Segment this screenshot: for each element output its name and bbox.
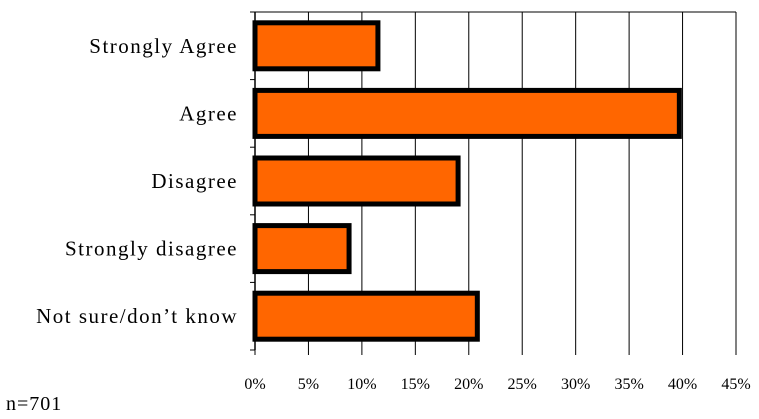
x-tick-label: 15%: [401, 376, 430, 393]
category-label: Agree: [179, 101, 238, 125]
x-tick-label: 0%: [244, 376, 265, 393]
x-tick-label: 35%: [614, 376, 643, 393]
bar: [252, 290, 480, 342]
x-tick-label: 30%: [561, 376, 590, 393]
bar: [252, 87, 682, 139]
x-tick-label: 10%: [347, 376, 376, 393]
category-labels: Strongly Agree Agree Disagree Strongly disa…: [36, 34, 238, 328]
x-tick-label: 5%: [298, 376, 319, 393]
category-label: Not sure/don’t know: [36, 304, 238, 328]
x-tick-label: 45%: [721, 376, 750, 393]
bar: [252, 223, 352, 275]
bar: [252, 155, 461, 207]
category-label: Strongly disagree: [65, 237, 238, 261]
x-tick-label: 20%: [454, 376, 483, 393]
x-tick-label: 25%: [508, 376, 537, 393]
x-tick-label: 40%: [668, 376, 697, 393]
sample-size-note: n=701: [6, 393, 63, 415]
axes: [250, 11, 737, 355]
x-tick-labels: 0% 5% 10% 15% 20% 25% 30% 35% 40% 45%: [244, 376, 750, 393]
bar: [252, 20, 381, 72]
category-label: Strongly Agree: [89, 34, 238, 58]
category-label: Disagree: [151, 169, 238, 193]
bars: [252, 20, 682, 342]
